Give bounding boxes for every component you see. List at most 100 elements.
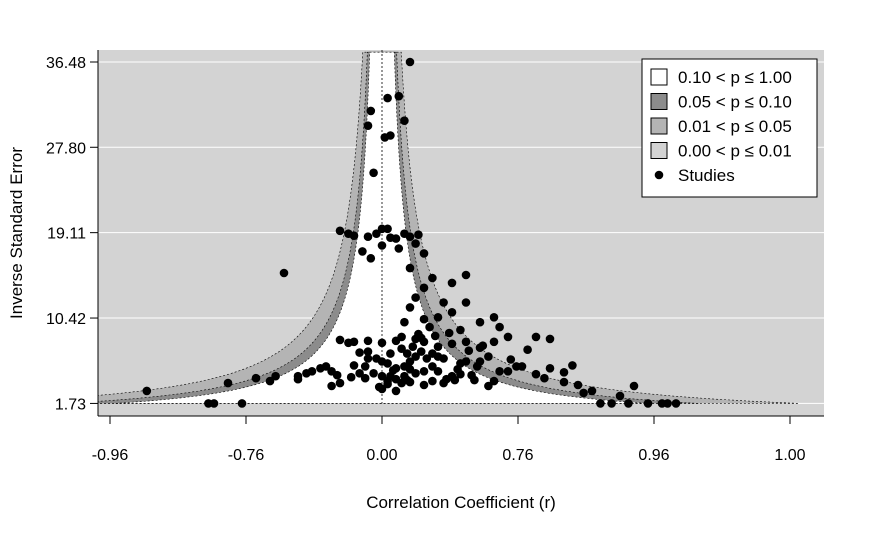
y-axis-title: Inverse Standard Error [7,147,26,319]
study-point-169 [456,359,465,368]
study-point-107 [461,298,471,307]
x-tick-label-3: 0.76 [502,447,533,464]
study-point-106 [461,270,471,280]
study-point-86 [327,381,336,391]
study-point-118 [377,224,387,234]
study-point-114 [419,249,429,258]
study-point-91 [400,362,409,371]
study-point-19 [386,349,395,358]
study-point-6 [271,371,280,381]
study-point-77 [489,376,499,386]
study-point-142 [302,369,311,378]
study-point-26 [397,332,406,342]
study-point-72 [433,367,443,376]
study-point-5 [251,373,261,383]
study-point-155 [397,344,406,354]
study-point-150 [450,375,460,385]
study-point-131 [335,226,345,236]
study-point-111 [456,325,465,335]
study-point-167 [428,376,437,386]
study-point-144 [355,369,364,378]
study-point-49 [573,380,583,390]
study-point-108 [475,317,485,327]
gridlines [98,61,824,404]
study-point-135 [366,106,376,116]
study-point-50 [579,388,588,398]
study-point-152 [374,382,384,392]
x-tick-label-5: 1.00 [774,447,805,464]
study-point-125 [414,230,423,239]
study-point-64 [422,354,432,363]
study-point-62 [411,352,420,361]
study-point-96 [419,314,429,324]
study-point-151 [470,375,479,385]
study-point-95 [425,322,434,332]
study-point-45 [517,362,527,371]
study-point-59 [663,399,672,408]
study-point-43 [503,367,513,376]
legend-box [641,58,818,198]
study-point-52 [596,399,605,408]
study-point-56 [643,399,653,408]
study-point-122 [344,229,353,238]
study-point-137 [394,91,404,101]
x-ticks: -0.96 -0.76 0.00 0.76 0.96 1.00 [92,416,806,464]
y-tick-label-1: 10.42 [46,311,86,328]
study-point-11 [349,361,359,370]
study-point-36 [545,334,555,344]
study-point-157 [430,331,440,341]
study-point-38 [439,354,448,363]
study-point-166 [545,364,555,373]
study-point-51 [587,386,597,396]
x-tick-label-2: 0.00 [366,447,397,464]
study-point-55 [629,381,639,391]
legend-label-0: 0.10 < p ≤ 1.00 [678,68,792,87]
study-point-98 [447,308,457,317]
study-point-78 [484,381,493,391]
study-point-103 [419,283,429,293]
study-point-100 [400,317,409,327]
study-point-46 [531,369,541,379]
study-points [142,57,681,408]
study-point-102 [411,293,420,302]
study-point-61 [405,357,415,366]
y-tick-label-0: 1.73 [55,396,86,413]
study-point-113 [405,263,415,273]
study-point-130 [358,247,367,256]
study-point-24 [377,338,387,348]
study-point-154 [332,370,342,380]
study-point-60 [671,399,681,408]
study-point-129 [366,253,376,263]
study-point-47 [540,373,549,383]
y-tick-label-3: 27.80 [46,140,86,157]
x-tick-label-1: -0.76 [228,447,265,464]
study-point-159 [464,346,474,356]
x-axis-title: Correlation Coefficient (r) [366,493,556,512]
study-point-63 [416,347,426,356]
study-point-105 [447,278,457,288]
study-point-34 [503,332,513,342]
study-point-145 [346,372,356,382]
study-point-160 [478,341,488,351]
study-point-0 [142,386,152,396]
legend-marker-studies [654,170,664,180]
legend-swatch-1 [650,93,668,110]
legend-label-2: 0.01 < p ≤ 0.05 [678,117,792,136]
study-point-65 [428,349,437,358]
x-tick-label-4: 0.96 [638,447,669,464]
study-point-22 [335,335,345,345]
study-point-93 [408,342,418,352]
study-point-57 [624,399,633,408]
x-tick-label-0: -0.96 [92,447,129,464]
study-point-12 [360,362,370,371]
study-point-158 [444,328,454,338]
study-point-128 [377,241,387,250]
study-point-99 [439,298,448,307]
study-point-136 [386,131,395,140]
study-point-23 [363,336,373,346]
study-point-127 [394,244,404,253]
study-point-149 [388,366,398,375]
study-point-18 [363,347,373,356]
study-point-42 [495,367,504,376]
study-point-80 [419,380,429,390]
